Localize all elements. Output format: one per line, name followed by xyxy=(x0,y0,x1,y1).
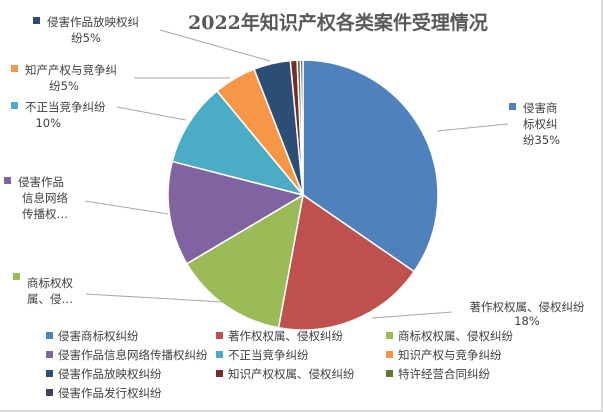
legend-item: 侵害作品信息网络传播权纠纷 xyxy=(46,347,216,363)
legend-swatch-icon xyxy=(216,370,223,377)
data-label-trademark-ownership: 商标权权 属、侵… xyxy=(13,270,73,306)
legend-label: 不正当竞争纠纷 xyxy=(228,347,309,362)
legend-swatch-icon xyxy=(216,351,223,358)
pie-slice xyxy=(185,193,305,329)
label-text: 传播权… xyxy=(22,207,68,221)
legend-item: 知识产权权属、侵权纠纷 xyxy=(216,366,386,382)
data-label-screening-rights: 侵害作品放映权纠 纷5% xyxy=(33,14,139,46)
label-text: 商标权权 xyxy=(27,276,73,290)
legend-swatch-icon xyxy=(11,65,18,72)
legend-item: 不正当竞争纠纷 xyxy=(216,347,386,363)
legend-swatch-icon xyxy=(386,332,393,339)
legend-item: 著作权权属、侵权纠纷 xyxy=(216,328,386,344)
legend-label: 侵害商标权纠纷 xyxy=(58,328,139,343)
label-text: 知产产权与竞争纠 xyxy=(25,63,117,77)
legend-item: 侵害作品放映权纠纷 xyxy=(46,366,216,382)
legend-swatch-icon xyxy=(4,177,11,184)
label-text: 标权纠 xyxy=(523,117,558,131)
label-percent: 纷35% xyxy=(523,133,561,147)
label-text: 不正当竞争纠纷 xyxy=(25,100,106,114)
data-label-trademark-infringement: 侵害商 标权纠 纷35% xyxy=(509,100,560,148)
label-text: 著作权权属、侵权纠纷 xyxy=(469,300,585,314)
legend-item: 侵害商标权纠纷 xyxy=(46,328,216,344)
legend-swatch-icon xyxy=(33,17,40,24)
legend-label: 侵害作品信息网络传播权纠纷 xyxy=(58,347,208,362)
legend-swatch-icon xyxy=(46,370,53,377)
legend-item: 特许经营合同纠纷 xyxy=(386,366,556,382)
label-text: 信息网络 xyxy=(22,191,68,205)
chart-title: 2022年知识产权各类案件受理情况 xyxy=(188,12,488,34)
legend-label: 知识产权与竞争纠纷 xyxy=(398,347,502,362)
legend-swatch-icon xyxy=(386,351,393,358)
legend-label: 侵害作品发行权纠纷 xyxy=(58,385,162,400)
legend-swatch-icon xyxy=(46,332,53,339)
chart-legend: 侵害商标权纠纷 著作权权属、侵权纠纷 商标权权属、侵权纠纷 侵害作品信息网络传播… xyxy=(46,326,566,402)
pie-slice xyxy=(299,59,304,196)
legend-label: 商标权权属、侵权纠纷 xyxy=(398,328,513,343)
legend-item: 侵害作品发行权纠纷 xyxy=(46,385,216,401)
label-percent: 纷5% xyxy=(49,79,79,93)
label-percent: 18% xyxy=(514,314,540,328)
pie-slice xyxy=(302,59,439,273)
label-text: 侵害作品放映权纠 xyxy=(47,15,139,29)
legend-swatch-icon xyxy=(386,370,393,377)
label-text: 属、侵… xyxy=(27,292,73,306)
data-label-unfair-competition: 不正当竞争纠纷 10% xyxy=(11,99,106,131)
legend-swatch-icon xyxy=(13,273,20,280)
pie-slice xyxy=(171,89,306,197)
legend-swatch-icon xyxy=(46,389,53,396)
legend-item: 商标权权属、侵权纠纷 xyxy=(386,328,556,344)
legend-label: 知识产权权属、侵权纠纷 xyxy=(228,366,355,381)
legend-swatch-icon xyxy=(509,103,516,110)
pie-slice xyxy=(277,193,416,331)
data-label-ip-competition: 知产产权与竞争纠 纷5% xyxy=(11,62,117,94)
label-percent: 纷5% xyxy=(71,31,101,45)
legend-label: 特许经营合同纠纷 xyxy=(398,366,490,381)
legend-label: 侵害作品放映权纠纷 xyxy=(58,366,162,381)
legend-swatch-icon xyxy=(216,332,223,339)
legend-label: 著作权权属、侵权纠纷 xyxy=(228,328,343,343)
legend-swatch-icon xyxy=(46,351,53,358)
pie-slices xyxy=(167,59,439,331)
data-label-copyright-ownership: 著作权权属、侵权纠纷 18% xyxy=(457,299,597,327)
data-label-network-dissemination: 侵害作品 信息网络 传播权… xyxy=(4,174,68,222)
label-percent: 10% xyxy=(35,116,62,130)
legend-swatch-icon xyxy=(11,102,18,109)
leader-lines xyxy=(84,29,509,319)
label-text: 侵害作品 xyxy=(18,175,64,189)
legend-item: 知识产权与竞争纠纷 xyxy=(386,347,556,363)
label-text: 侵害商 xyxy=(523,101,558,115)
